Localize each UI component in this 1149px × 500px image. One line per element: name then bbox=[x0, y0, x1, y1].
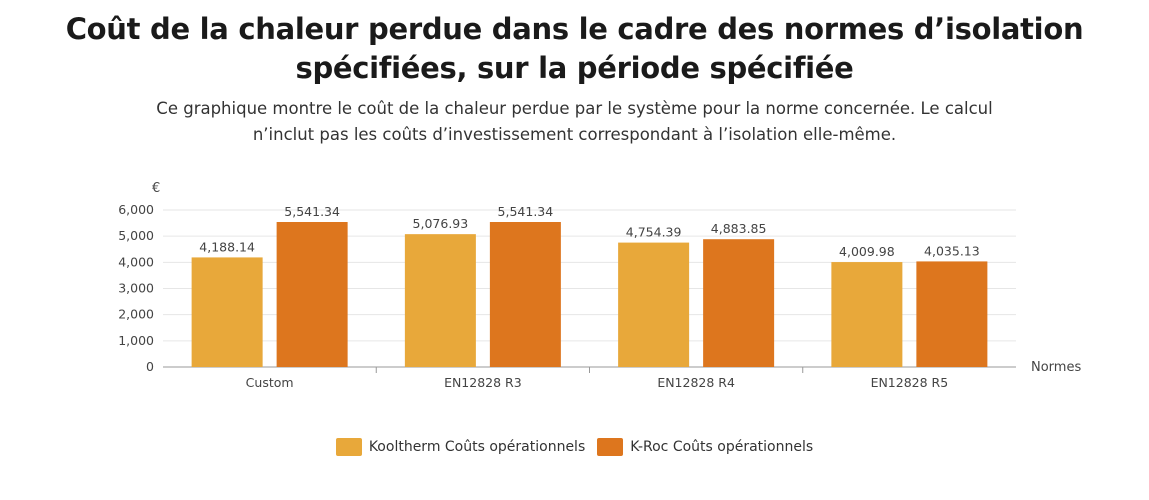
bar-chart: 0 1,000 2,000 3,000 4,000 5,000 6,000 € Custom 4,… bbox=[118, 181, 1081, 390]
data-label: 5,541.34 bbox=[284, 204, 340, 219]
x-category-label: Custom bbox=[246, 375, 294, 390]
legend-swatch-kooltherm bbox=[335, 438, 362, 456]
legend-swatch-kroc bbox=[597, 438, 624, 456]
legend-label-kroc: K-Roc Coûts opérationnels bbox=[630, 439, 814, 455]
data-label: 4,754.39 bbox=[626, 225, 682, 240]
y-tick-label: 4,000 bbox=[118, 254, 154, 269]
bar-kooltherm bbox=[618, 242, 690, 367]
data-label: 4,009.98 bbox=[839, 244, 895, 259]
y-tick-label: 6,000 bbox=[118, 202, 154, 217]
data-label: 5,076.93 bbox=[413, 216, 469, 231]
legend-item-kroc[interactable]: K-Roc Coûts opérationnels bbox=[597, 438, 813, 456]
x-category-label: EN12828 R3 bbox=[444, 375, 522, 390]
chart-title: Coût de la chaleur perdue dans le cadre … bbox=[0, 10, 1149, 88]
legend-item-kooltherm[interactable]: Kooltherm Coûts opérationnels bbox=[335, 438, 586, 456]
data-label: 4,035.13 bbox=[924, 243, 980, 258]
chart-subtitle: Ce graphique montre le coût de la chaleu… bbox=[0, 96, 1149, 148]
x-axis-label: Normes bbox=[1031, 360, 1081, 375]
y-tick-label: 5,000 bbox=[118, 228, 154, 243]
y-tick-label: 1,000 bbox=[118, 333, 154, 348]
data-label: 5,541.34 bbox=[498, 204, 554, 219]
bar-kroc bbox=[916, 261, 988, 367]
x-category-label: EN12828 R5 bbox=[871, 375, 949, 390]
y-tick-label: 3,000 bbox=[118, 281, 154, 296]
bar-kroc bbox=[703, 239, 775, 367]
bar-kooltherm bbox=[404, 234, 476, 367]
bar-kooltherm bbox=[191, 257, 263, 367]
y-axis-label: € bbox=[152, 181, 160, 196]
chart-subtitle-line-1: Ce graphique montre le coût de la chaleu… bbox=[156, 99, 993, 118]
x-category-label: EN12828 R4 bbox=[657, 375, 735, 390]
bar-kroc bbox=[276, 222, 348, 367]
bar-kooltherm bbox=[831, 262, 903, 367]
legend: Kooltherm Coûts opérationnels K-Roc Coût… bbox=[0, 438, 1149, 456]
chart-title-line-2: spécifiées, sur la période spécifiée bbox=[295, 51, 854, 85]
data-label: 4,188.14 bbox=[199, 239, 255, 254]
legend-label-kooltherm: Kooltherm Coûts opérationnels bbox=[368, 439, 586, 455]
chart-subtitle-line-2: n’inclut pas les coûts d’investissement … bbox=[252, 125, 897, 144]
data-label: 4,883.85 bbox=[711, 221, 767, 236]
chart-title-line-1: Coût de la chaleur perdue dans le cadre … bbox=[65, 12, 1084, 46]
bar-kroc bbox=[489, 222, 561, 367]
y-tick-label: 0 bbox=[146, 359, 154, 374]
y-tick-label: 2,000 bbox=[118, 307, 154, 322]
